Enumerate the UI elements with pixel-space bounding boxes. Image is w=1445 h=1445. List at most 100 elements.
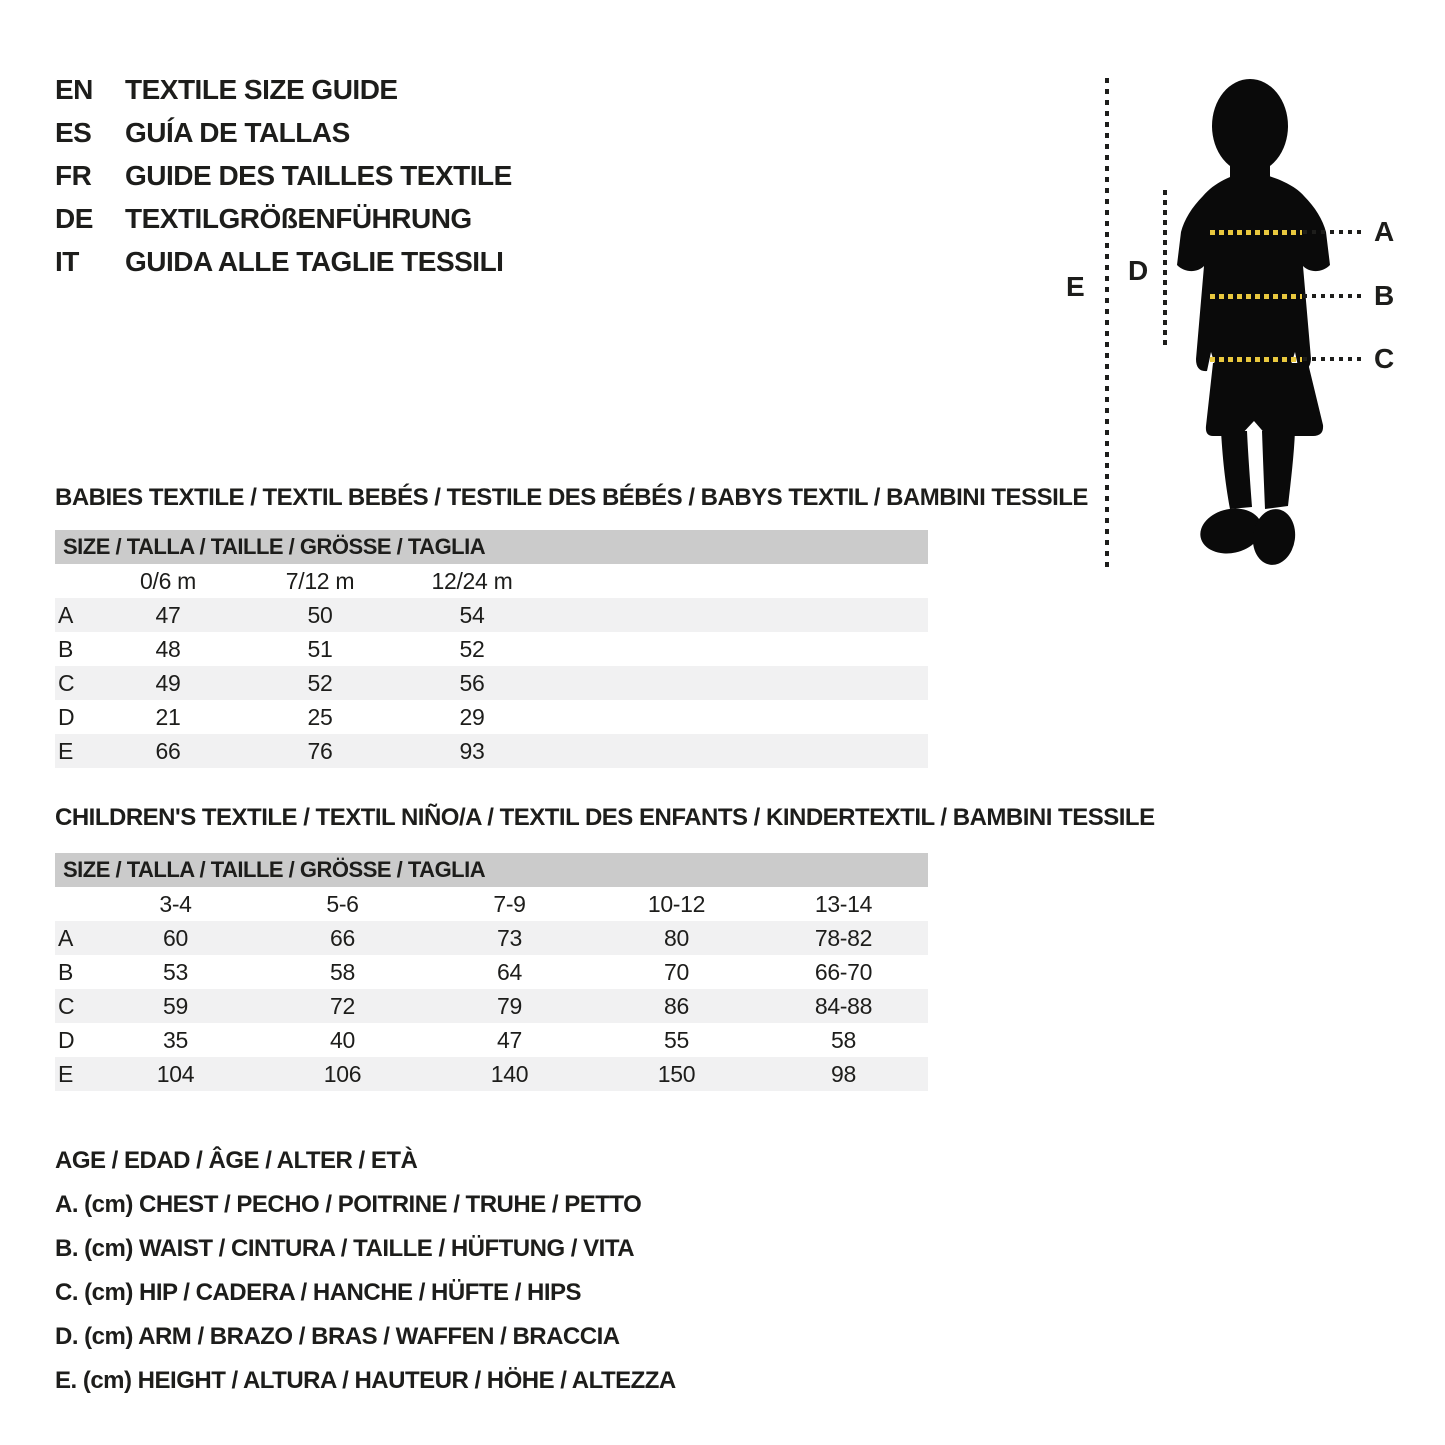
child-silhouette-figure [1177,79,1330,565]
table-cell: 51 [307,636,333,662]
table-cell: 104 [156,1061,195,1087]
table-row-A: A 60 66 73 80 78-82 [55,921,928,955]
arm-measure-line-d [1163,190,1167,345]
table-cell: 12/24 m [431,568,513,594]
babies-size-header-bar: SIZE / TALLA / TAILLE / GRÖSSE / TAGLIA [55,530,928,564]
table-cell: 106 [323,1061,362,1087]
table-cell: 60 [163,925,188,951]
legend-line: AGE / EDAD / ÂGE / ALTER / ETÀ [55,1147,418,1174]
waist-dotted-lead-b [1303,294,1365,298]
table-cell: 21 [155,704,181,730]
row-label: C [58,993,75,1019]
measurement-legend: AGE / EDAD / ÂGE / ALTER / ETÀ A. (cm) CH… [55,1139,676,1403]
row-label [55,887,92,921]
guide-title: GUIDE DES TAILLES TEXTILE [125,160,512,191]
table-cell: 98 [831,1061,856,1087]
row-label: B [58,959,74,985]
guide-title: TEXTILGRÖßENFÜHRUNG [125,203,472,234]
table-cell: 13-14 [814,891,873,917]
table-cell: 5-6 [326,891,359,917]
table-cell: 64 [497,959,522,985]
table-cell: 56 [459,670,485,696]
table-cell: 58 [330,959,355,985]
table-row-E: E 104 106 140 150 98 [55,1057,928,1091]
language-title-line: IT GUIDA ALLE TAGLIE TESSILI [55,240,512,283]
table-cell: 66 [155,738,181,764]
waist-measure-dash-b [1210,294,1302,299]
table-cell: 59 [163,993,188,1019]
table-row-A: A 47 50 54 [55,598,928,632]
legend-line: E. (cm) HEIGHT / ALTURA / HAUTEUR / HÖHE… [55,1367,676,1394]
table-cell: 10-12 [647,891,706,917]
table-cell: 84-88 [814,993,873,1019]
table-cell: 93 [459,738,485,764]
legend-line: B. (cm) WAIST / CINTURA / TAILLE / HÜFTU… [55,1235,635,1262]
table-cell: 58 [831,1027,856,1053]
language-title-line: EN TEXTILE SIZE GUIDE [55,68,512,111]
table-row-C: C 49 52 56 [55,666,928,700]
table-cell: 29 [459,704,485,730]
table-cell: 66-70 [814,959,873,985]
table-cell: 47 [497,1027,522,1053]
chest-dotted-lead-a [1303,230,1365,234]
table-cell: 53 [163,959,188,985]
figure-label-e: E [1066,271,1085,302]
row-label: D [58,704,75,730]
table-cell: 72 [330,993,355,1019]
babies-size-table: SIZE / TALLA / TAILLE / GRÖSSE / TAGLIA … [55,530,928,768]
row-label: D [58,1027,75,1053]
table-cell: 66 [330,925,355,951]
language-code: IT [55,246,79,277]
row-label: E [58,738,74,764]
chest-measure-dash-a [1210,230,1302,235]
table-cell: 35 [163,1027,188,1053]
table-cell: 25 [307,704,333,730]
table-row-D: D 21 25 29 [55,700,928,734]
language-code: DE [55,203,93,234]
row-label: B [58,636,74,662]
legend-line: A. (cm) CHEST / PECHO / POITRINE / TRUHE… [55,1191,642,1218]
table-row-E: E 66 76 93 [55,734,928,768]
table-row-B: B 53 58 64 70 66-70 [55,955,928,989]
table-cell: 52 [307,670,333,696]
table-cell: 54 [459,602,485,628]
child-silhouette [1177,79,1330,565]
children-size-table: SIZE / TALLA / TAILLE / GRÖSSE / TAGLIA … [55,853,928,1091]
figure-label-d: D [1128,255,1149,286]
language-code: EN [55,74,93,105]
table-row-B: B 48 51 52 [55,632,928,666]
table-cell: 86 [664,993,689,1019]
table-row-D: D 35 40 47 55 58 [55,1023,928,1057]
table-cell: 7-9 [493,891,526,917]
table-cell: 79 [497,993,522,1019]
row-label [55,564,92,598]
figure-label-c: C [1374,343,1395,374]
table-cell: 3-4 [159,891,192,917]
guide-title: TEXTILE SIZE GUIDE [125,74,398,105]
table-cell: 47 [155,602,181,628]
row-label: E [58,1061,74,1087]
table-cell: 76 [307,738,333,764]
hip-measure-dash-c [1210,357,1302,362]
guide-title: GUIDA ALLE TAGLIE TESSILI [125,246,504,277]
language-code: ES [55,117,92,148]
row-label: A [58,925,74,951]
table-cell: 55 [664,1027,689,1053]
hip-dotted-lead-c [1303,357,1365,361]
height-measure-line-e [1105,78,1109,572]
language-code: FR [55,160,92,191]
figure-label-a: A [1374,216,1395,247]
row-label: C [58,670,75,696]
children-section-title: CHILDREN'S TEXTILE / TEXTIL NIÑO/A / TEX… [55,804,1155,831]
table-cell: 73 [497,925,522,951]
table-cell: 48 [155,636,181,662]
table-cell: 49 [155,670,181,696]
table-row-C: C 59 72 79 86 84-88 [55,989,928,1023]
table-cell: 7/12 m [285,568,355,594]
children-size-header-bar: SIZE / TALLA / TAILLE / GRÖSSE / TAGLIA [55,853,928,887]
figure-label-b: B [1374,280,1395,311]
language-title-line: FR GUIDE DES TAILLES TEXTILE [55,154,512,197]
language-title-line: DE TEXTILGRÖßENFÜHRUNG [55,197,512,240]
legend-line: D. (cm) ARM / BRAZO / BRAS / WAFFEN / BR… [55,1323,620,1350]
